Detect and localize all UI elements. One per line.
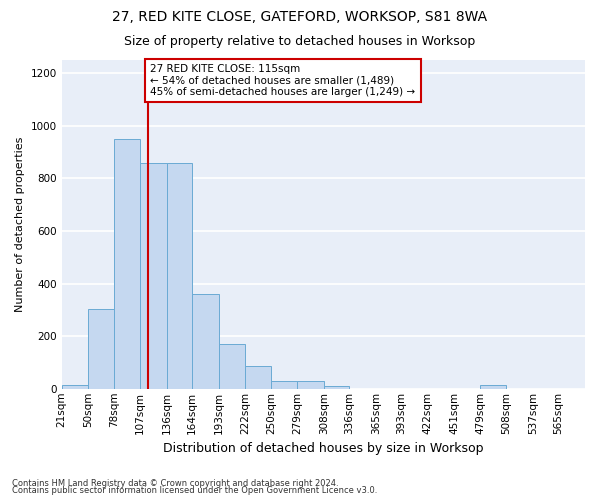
X-axis label: Distribution of detached houses by size in Worksop: Distribution of detached houses by size … xyxy=(163,442,484,455)
Bar xyxy=(480,385,506,389)
Bar xyxy=(324,386,349,389)
Text: Contains public sector information licensed under the Open Government Licence v3: Contains public sector information licen… xyxy=(12,486,377,495)
Bar xyxy=(88,308,114,389)
Text: 27 RED KITE CLOSE: 115sqm
← 54% of detached houses are smaller (1,489)
45% of se: 27 RED KITE CLOSE: 115sqm ← 54% of detac… xyxy=(150,64,415,97)
Text: Size of property relative to detached houses in Worksop: Size of property relative to detached ho… xyxy=(124,35,476,48)
Bar xyxy=(245,366,271,389)
Bar xyxy=(167,162,192,389)
Bar xyxy=(271,381,298,389)
Bar xyxy=(192,294,219,389)
Bar xyxy=(298,381,324,389)
Y-axis label: Number of detached properties: Number of detached properties xyxy=(15,136,25,312)
Bar xyxy=(219,344,245,389)
Text: 27, RED KITE CLOSE, GATEFORD, WORKSOP, S81 8WA: 27, RED KITE CLOSE, GATEFORD, WORKSOP, S… xyxy=(112,10,488,24)
Text: Contains HM Land Registry data © Crown copyright and database right 2024.: Contains HM Land Registry data © Crown c… xyxy=(12,478,338,488)
Bar xyxy=(114,139,140,389)
Bar xyxy=(62,385,88,389)
Bar xyxy=(140,162,167,389)
